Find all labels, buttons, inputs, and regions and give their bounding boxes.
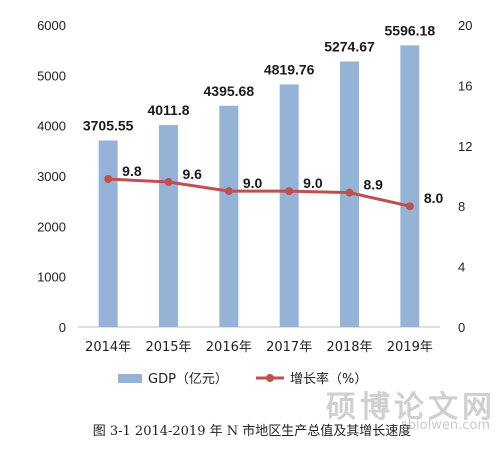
gdp-value-label: 5596.18 [385, 22, 436, 38]
growth-value-label: 9.6 [183, 166, 203, 182]
gdp-value-label: 5274.67 [324, 39, 375, 55]
growth-markers [104, 175, 414, 211]
left-tick-label: 4000 [37, 119, 66, 134]
watermark-url: sbiolwen.com [401, 418, 490, 433]
left-tick-label: 0 [59, 320, 66, 335]
growth-marker [224, 187, 233, 196]
left-tick-label: 1000 [37, 270, 66, 285]
watermark-logo: 硕博论文网 [326, 390, 496, 425]
gdp-value-label: 4395.68 [204, 83, 255, 99]
gdp-value-label: 4011.8 [147, 102, 189, 118]
x-tick-label: 2018年 [326, 340, 372, 355]
x-tick-label: 2016年 [206, 340, 252, 355]
x-tick-label: 2019年 [387, 340, 433, 355]
growth-value-label: 9.0 [243, 175, 263, 191]
gdp-bar [400, 45, 420, 327]
growth-marker [104, 175, 113, 184]
left-tick-label: 6000 [37, 18, 66, 33]
growth-marker [405, 202, 414, 211]
left-tick-label: 3000 [37, 169, 66, 184]
growth-rate-line [108, 177, 411, 208]
line-data-labels: 9.8 9.6 9.0 9.0 8.9 8.0 [122, 163, 443, 206]
bar-data-labels: 3705.55 4011.8 4395.68 4819.76 5274.67 5596.1… [83, 22, 435, 133]
gdp-bar [159, 125, 178, 328]
growth-marker [345, 188, 354, 197]
growth-value-label: 9.8 [122, 163, 142, 179]
right-tick-label: 20 [458, 18, 472, 33]
right-axis-ticks: 0 4 8 12 16 20 [458, 18, 472, 335]
legend-growth-marker [266, 374, 274, 382]
growth-line-group [108, 177, 411, 208]
gdp-bar [219, 105, 239, 328]
gdp-bar [98, 140, 118, 327]
x-tick-label: 2014年 [85, 340, 131, 355]
left-axis-ticks: 0 1000 2000 3000 4000 5000 6000 [37, 18, 66, 335]
legend: GDP（亿元） 增长率（%） [118, 371, 367, 387]
left-tick-label: 2000 [37, 219, 66, 234]
right-tick-label: 8 [458, 199, 465, 214]
growth-marker [285, 187, 294, 196]
gdp-value-label: 4819.76 [264, 61, 315, 77]
x-tick-label: 2017年 [266, 340, 312, 355]
gdp-bars [98, 45, 420, 328]
growth-marker [164, 178, 173, 187]
left-tick-label: 5000 [37, 68, 66, 83]
legend-gdp-swatch [118, 374, 142, 383]
growth-value-label: 8.9 [364, 177, 384, 193]
right-tick-label: 12 [458, 139, 472, 154]
combo-chart: 0 1000 2000 3000 4000 5000 6000 0 4 8 12 16 20 3705… [37, 18, 472, 387]
figure-caption: 图 3-1 2014-2019 年 N 市地区生产总值及其增长速度 [92, 424, 412, 439]
gdp-bar [279, 84, 299, 327]
gdp-value-label: 3705.55 [83, 117, 134, 133]
right-tick-label: 4 [458, 260, 465, 275]
x-axis-ticks: 2014年 2015年 2016年 2017年 2018年 2019年 [85, 340, 433, 355]
right-tick-label: 16 [458, 78, 472, 93]
x-tick-label: 2015年 [145, 340, 191, 355]
legend-gdp-label: GDP（亿元） [148, 372, 228, 387]
growth-value-label: 9.0 [303, 175, 323, 191]
growth-value-label: 8.0 [424, 190, 444, 206]
right-tick-label: 0 [458, 320, 465, 335]
legend-growth-label: 增长率（%） [290, 371, 367, 387]
